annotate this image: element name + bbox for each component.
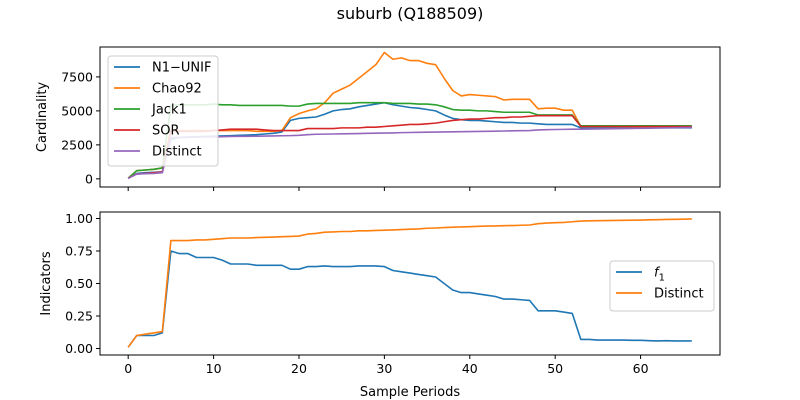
x-axis-label-2: Sample Periods — [360, 385, 460, 400]
legend-label-1-2: Chao92 — [152, 82, 202, 97]
legend-label-1-1: N1−UNIF — [152, 61, 211, 76]
x-tick-label-2-1: 10 — [206, 361, 222, 376]
y-tick-label-2-0: 0.00 — [65, 341, 93, 356]
x-tick-label-2-5: 50 — [547, 361, 563, 376]
x-tick-label-2-6: 60 — [633, 361, 649, 376]
y-tick-label-1-3: 7500 — [61, 69, 93, 84]
y-tick-label-2-3: 0.75 — [65, 244, 93, 259]
series-line-1-4 — [127, 114, 692, 179]
y-tick-label-2-1: 0.25 — [65, 309, 93, 324]
series-line-2-1 — [127, 250, 692, 348]
y-tick-label-1-2: 5000 — [61, 103, 93, 118]
legend-label-1-3: Jack1 — [151, 103, 187, 118]
chart-title: suburb (Q188509) — [337, 4, 484, 23]
legend-box-2 — [609, 260, 715, 312]
legend-2: f1 Distinct — [609, 260, 715, 312]
y-axis-label-2: Indicators — [39, 251, 54, 315]
chart-panel-1: 0 2500 5000 7500 Cardinality N1−UNIF Chao92 Jac… — [35, 46, 721, 191]
series-line-1-1 — [127, 101, 692, 179]
y-tick-label-2-2: 0.50 — [65, 276, 93, 291]
legend-label-2-1: f1 — [654, 266, 665, 284]
series-line-1-5 — [127, 126, 692, 180]
chart-panels: 0 2500 5000 7500 Cardinality N1−UNIF Chao92 Jac… — [35, 46, 721, 400]
legend-label-1-5: Distinct — [152, 145, 202, 160]
y-tick-label-2-4: 1.00 — [65, 211, 93, 226]
legend-label-1-4: SOR — [152, 124, 180, 139]
legend-1: N1−UNIF Chao92 Jack1 SOR Distinct — [107, 55, 219, 167]
axes-frame-1 — [99, 46, 721, 188]
legend-box-1 — [107, 55, 219, 167]
x-tick-label-2-2: 20 — [291, 361, 307, 376]
x-tick-label-2-4: 40 — [462, 361, 478, 376]
y-axis-label-1: Cardinality — [35, 82, 50, 153]
series-line-2-2 — [127, 218, 692, 348]
x-tick-label-2-0: 0 — [124, 361, 132, 376]
x-tick-label-2-3: 30 — [376, 361, 392, 376]
legend-label-2-2: Distinct — [654, 287, 704, 302]
y-tick-label-1-1: 2500 — [61, 137, 93, 152]
chart-panel-2: 0 10 20 30 40 50 60 0.00 0.25 0.50 0.75 1.00 Indicat… — [39, 211, 721, 400]
y-tick-label-1-0: 0 — [85, 171, 93, 186]
